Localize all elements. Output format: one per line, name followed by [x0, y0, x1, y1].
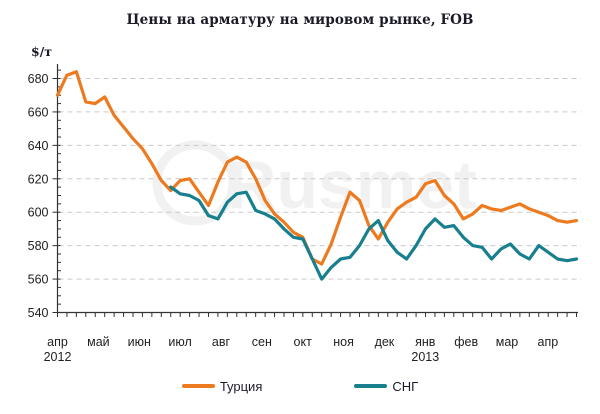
- y-tick-label-560: 560: [28, 273, 49, 287]
- x-month-label-10: фев: [454, 335, 478, 349]
- watermark-text: Rusmet: [227, 147, 476, 223]
- series-line-Турция: [55, 70, 579, 266]
- x-month-label-5: сен: [252, 335, 272, 349]
- y-tick-label-600: 600: [28, 206, 49, 220]
- x-month-label-8: дек: [375, 335, 395, 349]
- x-month-label-12: апр: [538, 335, 559, 349]
- turkey-line-swatch: [181, 384, 215, 388]
- legend-label-cis: СНГ: [392, 378, 419, 394]
- y-tick-label-540: 540: [28, 306, 49, 320]
- x-month-label-3: июл: [168, 335, 191, 349]
- y-tick-label-660: 660: [28, 105, 49, 119]
- x-year-label-2013: 2013: [411, 350, 439, 364]
- chart-title: Цены на арматуру на мировом рынке, FOB: [126, 12, 474, 28]
- y-tick-label-620: 620: [28, 172, 49, 186]
- series-line-СНГ: [169, 185, 579, 281]
- legend: Турция СНГ: [0, 375, 600, 397]
- legend-item-turkey: Турция: [181, 378, 263, 394]
- x-month-label-4: авг: [212, 335, 231, 349]
- legend-label-turkey: Турция: [219, 378, 263, 394]
- y-tick-label-680: 680: [28, 72, 49, 86]
- x-month-label-0: апр: [47, 335, 68, 349]
- x-month-label-2: июн: [128, 335, 151, 349]
- y-axis-unit-label: $/т: [31, 44, 53, 59]
- x-month-label-6: окт: [294, 335, 313, 349]
- x-month-label-1: май: [87, 335, 110, 349]
- y-tick-label-640: 640: [28, 139, 49, 153]
- x-month-label-7: ноя: [333, 335, 354, 349]
- x-year-label-2012: 2012: [44, 350, 72, 364]
- x-month-label-9: янв: [415, 335, 436, 349]
- cis-line-swatch: [354, 384, 388, 388]
- x-month-label-11: мар: [496, 335, 519, 349]
- y-tick-label-580: 580: [28, 239, 49, 253]
- legend-item-cis: СНГ: [354, 379, 418, 394]
